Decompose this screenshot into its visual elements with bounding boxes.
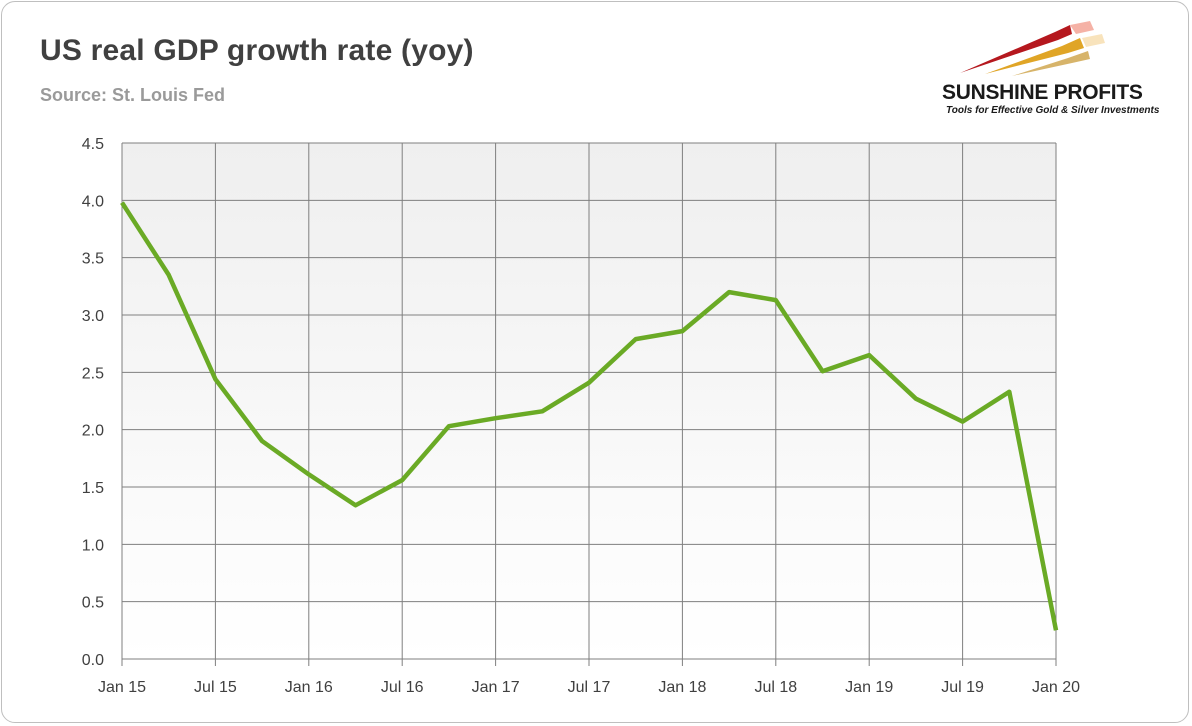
logo-name: SUNSHINE PROFITS	[942, 81, 1143, 104]
y-tick-label: 0.0	[82, 652, 104, 669]
x-tick-label: Jul 17	[568, 679, 611, 696]
y-tick-label: 2.5	[82, 365, 104, 382]
y-tick-label: 1.0	[82, 537, 104, 554]
gridlines	[121, 142, 1057, 666]
y-tick-label: 2.0	[82, 423, 104, 440]
x-tick-label: Jan 15	[98, 679, 146, 696]
x-tick-label: Jan 19	[845, 679, 893, 696]
x-tick-label: Jul 18	[754, 679, 797, 696]
chart-title: US real GDP growth rate (yoy)	[40, 34, 474, 67]
y-tick-label: 4.0	[82, 193, 104, 210]
x-tick-label: Jul 16	[381, 679, 424, 696]
x-tick-label: Jan 18	[658, 679, 706, 696]
sunshine-profits-logo: SUNSHINE PROFITS Tools for Effective Gol…	[930, 18, 1175, 118]
x-tick-label: Jan 17	[472, 679, 520, 696]
y-tick-label: 0.5	[82, 595, 104, 612]
chart-source: Source: St. Louis Fed	[40, 85, 226, 105]
x-tick-label: Jan 16	[285, 679, 333, 696]
y-axis: 0.0 0.5 1.0 1.5 2.0 2.5 3.0 3.5 4.0 4.5	[82, 136, 104, 669]
x-axis: Jan 15 Jul 15 Jan 16 Jul 16 Jan 17 Jul 17 Jan …	[98, 679, 1080, 696]
y-tick-label: 4.5	[82, 136, 104, 153]
logo-tagline: Tools for Effective Gold & Silver Invest…	[946, 105, 1160, 116]
series-layer	[120, 201, 1059, 631]
x-tick-label: Jan 20	[1032, 679, 1080, 696]
x-tick-label: Jul 15	[194, 679, 237, 696]
sunrise-rays-icon	[960, 21, 1105, 76]
y-tick-label: 1.5	[82, 480, 104, 497]
y-tick-label: 3.5	[82, 251, 104, 268]
x-tick-label: Jul 19	[941, 679, 984, 696]
y-tick-label: 3.0	[82, 308, 104, 325]
